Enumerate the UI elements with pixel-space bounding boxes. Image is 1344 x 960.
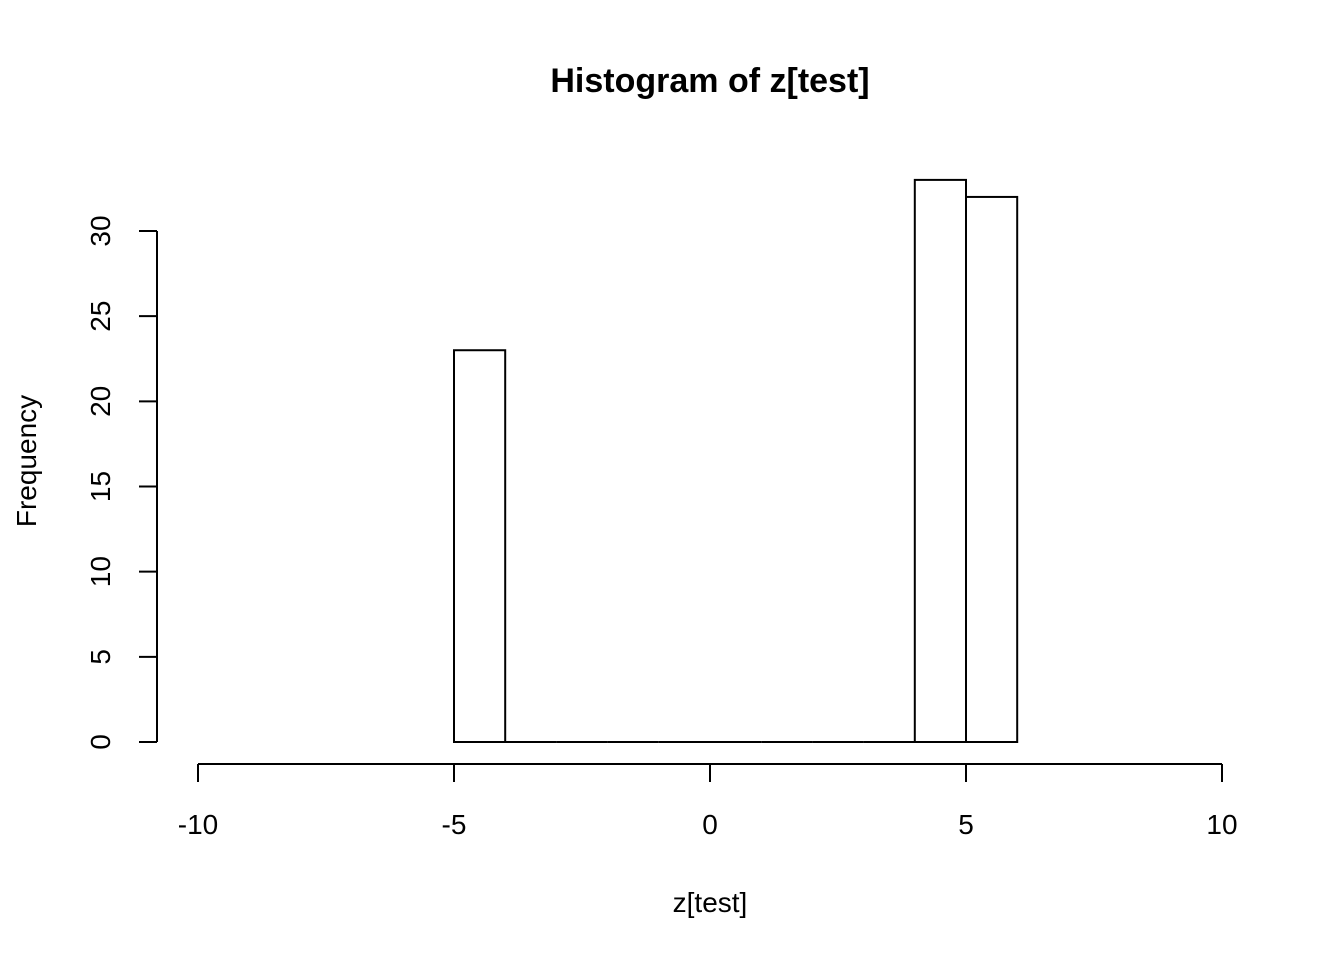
x-tick-label: -10 [178, 809, 218, 840]
y-tick-label: 15 [85, 471, 116, 502]
x-tick-label: -5 [442, 809, 467, 840]
y-tick-label: 0 [85, 734, 116, 750]
x-tick-label: 10 [1206, 809, 1237, 840]
y-axis: 0 5 10 15 20 25 30 [85, 215, 158, 750]
x-tick-label: 0 [702, 809, 718, 840]
y-tick-label: 20 [85, 386, 116, 417]
histogram-bar [965, 195, 1019, 743]
bars-group [453, 178, 1019, 743]
y-tick-label: 5 [85, 649, 116, 665]
y-tick-label: 25 [85, 301, 116, 332]
x-axis-label: z[test] [673, 887, 748, 918]
y-tick-label: 30 [85, 215, 116, 246]
y-tick-label: 10 [85, 556, 116, 587]
histogram-bar [453, 349, 507, 743]
x-tick-label: 5 [958, 809, 974, 840]
histogram-bar [913, 178, 967, 743]
chart-title: Histogram of z[test] [550, 62, 869, 100]
y-axis-label: Frequency [11, 395, 42, 527]
x-axis: -10 -5 0 5 10 [178, 763, 1238, 840]
